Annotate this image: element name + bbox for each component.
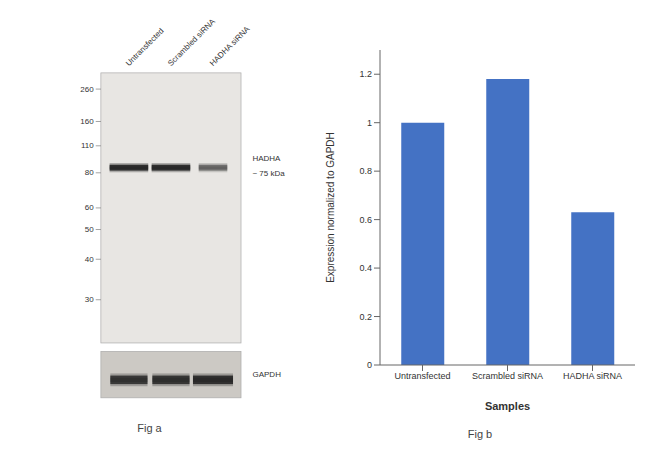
svg-text:40: 40 (85, 255, 94, 264)
svg-text:110: 110 (81, 141, 94, 150)
svg-text:Expression normalized to GAPDH: Expression normalized to GAPDH (325, 132, 336, 283)
svg-text:30: 30 (85, 295, 94, 304)
html-text:Fig b: Fig b (467, 428, 493, 440)
svg-text:HADHA siRNA: HADHA siRNA (208, 24, 252, 68)
svg-text:160: 160 (80, 117, 94, 126)
svg-text:Untransfected: Untransfected (124, 26, 166, 68)
svg-text:HADHA: HADHA (252, 154, 281, 163)
svg-text:1: 1 (367, 118, 372, 128)
svg-text:~ 75 kDa: ~ 75 kDa (252, 169, 285, 178)
svg-text:Scrambled siRNA: Scrambled siRNA (166, 17, 217, 68)
svg-text:50: 50 (85, 225, 94, 234)
svg-text:Untransfected: Untransfected (394, 371, 450, 381)
svg-text:60: 60 (85, 203, 94, 212)
svg-text:1.2: 1.2 (359, 69, 372, 79)
svg-text:0.6: 0.6 (359, 215, 372, 225)
svg-text:Fig a: Fig a (137, 422, 162, 434)
svg-text:0.8: 0.8 (359, 166, 372, 176)
svg-text:Scrambled siRNA: Scrambled siRNA (472, 371, 543, 381)
svg-text:0.2: 0.2 (359, 312, 372, 322)
svg-text:GAPDH: GAPDH (252, 370, 281, 379)
svg-text:0.4: 0.4 (359, 263, 372, 273)
svg-text:260: 260 (80, 85, 94, 94)
svg-text:80: 80 (85, 168, 94, 177)
svg-text:0: 0 (367, 360, 372, 370)
svg-text:HADHA siRNA: HADHA siRNA (563, 371, 622, 381)
svg-text:Samples: Samples (485, 400, 530, 412)
